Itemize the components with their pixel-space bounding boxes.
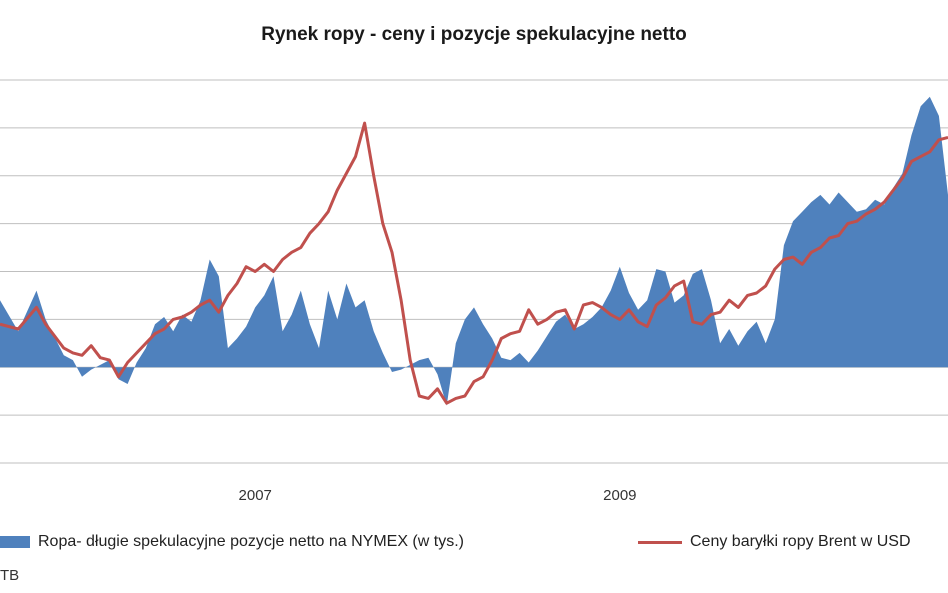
legend-label-positions: Ropa- długie spekulacyjne pozycje netto … [38, 533, 464, 550]
x-tick-label: 2007 [239, 487, 272, 504]
area-series-positions [0, 96, 948, 406]
chart-title: Rynek ropy - ceny i pozycje spekulacyjne… [261, 24, 687, 45]
x-axis-ticks: 2007 2009 [239, 487, 637, 504]
legend-item-positions: Ropa- długie spekulacyjne pozycje netto … [0, 533, 464, 551]
area-series [0, 96, 948, 406]
source-note: TB [0, 567, 20, 584]
line-series-brent [0, 121, 948, 405]
legend-swatch-area [0, 536, 30, 548]
legend-item-brent: Ceny baryłki ropy Brent w USD [638, 533, 911, 551]
x-tick-label: 2009 [603, 487, 636, 504]
legend-swatch-line [638, 540, 682, 544]
line-series [0, 121, 948, 405]
legend-label-brent: Ceny baryłki ropy Brent w USD [690, 533, 911, 550]
